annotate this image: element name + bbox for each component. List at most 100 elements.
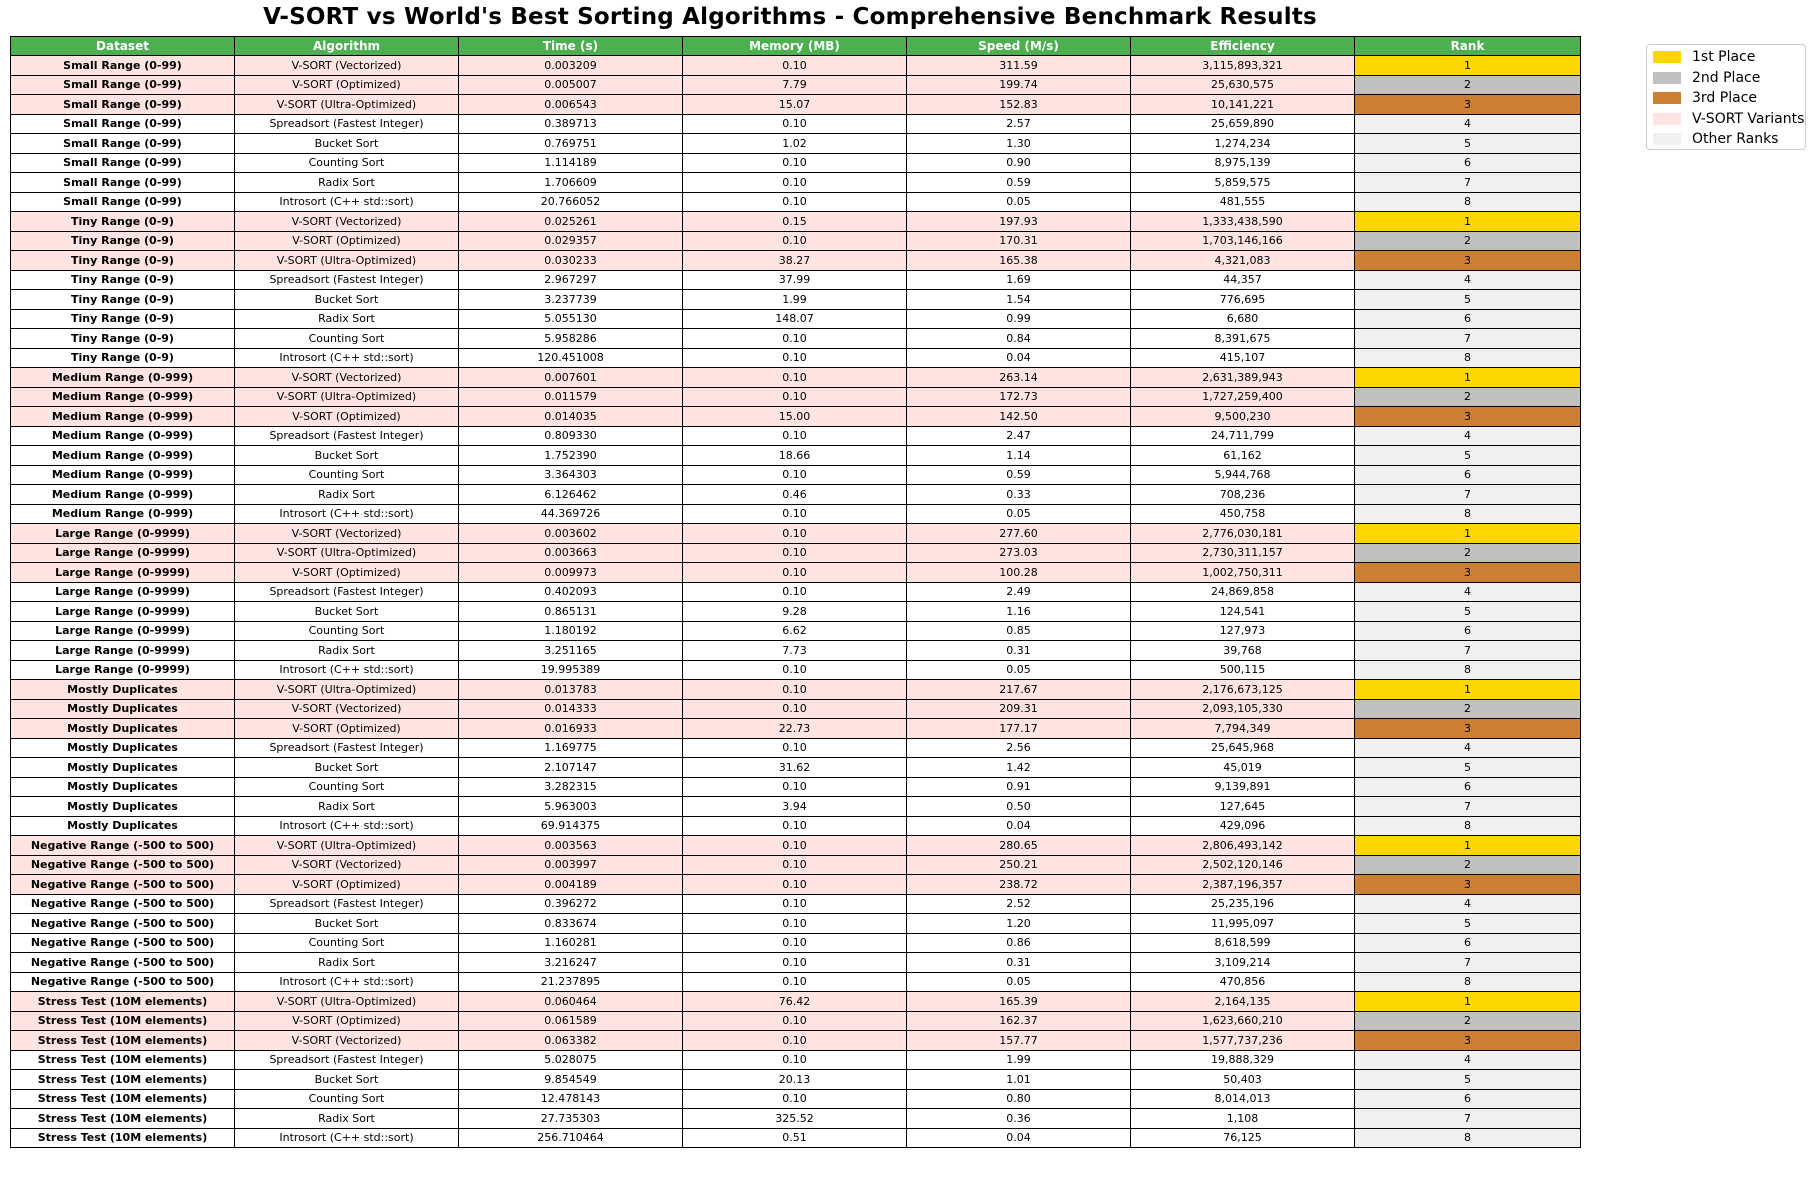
cell-rank: 4 <box>1354 737 1581 758</box>
header-dataset: Dataset <box>10 36 235 56</box>
cell-time: 0.389713 <box>458 113 683 134</box>
legend-label: 3rd Place <box>1692 90 1757 107</box>
cell-dataset: Medium Range (0-999) <box>10 445 235 466</box>
cell-speed: 273.03 <box>906 542 1131 563</box>
cell-efficiency: 19,888,329 <box>1130 1049 1355 1070</box>
cell-efficiency: 5,944,768 <box>1130 464 1355 485</box>
table-row: Tiny Range (0-9) Bucket Sort 3.237739 1.99 1… <box>10 289 1581 310</box>
cell-efficiency: 7,794,349 <box>1130 718 1355 739</box>
cell-rank: 5 <box>1354 289 1581 310</box>
table-row: Medium Range (0-999) Counting Sort 3.36430… <box>10 464 1581 485</box>
cell-rank: 1 <box>1354 367 1581 388</box>
cell-rank: 5 <box>1354 1069 1581 1090</box>
cell-dataset: Medium Range (0-999) <box>10 406 235 427</box>
cell-algorithm: Bucket Sort <box>234 913 459 934</box>
cell-dataset: Mostly Duplicates <box>10 679 235 700</box>
table-row: Stress Test (10M elements) V-SORT (Vector… <box>10 1030 1581 1051</box>
cell-algorithm: V-SORT (Ultra-Optimized) <box>234 542 459 563</box>
cell-time: 0.060464 <box>458 991 683 1012</box>
cell-time: 9.854549 <box>458 1069 683 1090</box>
cell-speed: 2.57 <box>906 113 1131 134</box>
table-row: Small Range (0-99) Counting Sort 1.114189 0… <box>10 152 1581 173</box>
cell-algorithm: V-SORT (Optimized) <box>234 406 459 427</box>
cell-algorithm: Counting Sort <box>234 620 459 641</box>
cell-dataset: Tiny Range (0-9) <box>10 328 235 349</box>
cell-time: 3.364303 <box>458 464 683 485</box>
table-row: Mostly Duplicates V-SORT (Ultra-Optimized… <box>10 679 1581 700</box>
cell-speed: 0.31 <box>906 640 1131 661</box>
cell-rank: 4 <box>1354 425 1581 446</box>
cell-memory: 0.10 <box>682 425 907 446</box>
cell-efficiency: 2,730,311,157 <box>1130 542 1355 563</box>
cell-efficiency: 124,541 <box>1130 601 1355 622</box>
table-row: Negative Range (-500 to 500) V-SORT (Ultr… <box>10 835 1581 856</box>
table-row: Small Range (0-99) V-SORT (Vectorized) 0.0… <box>10 55 1581 76</box>
cell-dataset: Negative Range (-500 to 500) <box>10 952 235 973</box>
cell-rank: 1 <box>1354 55 1581 76</box>
cell-speed: 162.37 <box>906 1010 1131 1031</box>
cell-dataset: Tiny Range (0-9) <box>10 230 235 251</box>
cell-time: 0.769751 <box>458 133 683 154</box>
table-row: Negative Range (-500 to 500) Spreadsort (… <box>10 893 1581 914</box>
cell-algorithm: Spreadsort (Fastest Integer) <box>234 581 459 602</box>
cell-speed: 165.39 <box>906 991 1131 1012</box>
cell-memory: 0.10 <box>682 230 907 251</box>
cell-time: 5.028075 <box>458 1049 683 1070</box>
table-row: Small Range (0-99) Radix Sort 1.706609 0.10… <box>10 172 1581 193</box>
cell-memory: 0.10 <box>682 659 907 680</box>
cell-efficiency: 25,645,968 <box>1130 737 1355 758</box>
cell-rank: 6 <box>1354 1088 1581 1109</box>
cell-speed: 1.01 <box>906 1069 1131 1090</box>
cell-dataset: Small Range (0-99) <box>10 152 235 173</box>
cell-memory: 6.62 <box>682 620 907 641</box>
cell-speed: 2.52 <box>906 893 1131 914</box>
cell-efficiency: 2,176,673,125 <box>1130 679 1355 700</box>
cell-dataset: Medium Range (0-999) <box>10 425 235 446</box>
cell-efficiency: 1,274,234 <box>1130 133 1355 154</box>
table-row: Medium Range (0-999) V-SORT (Ultra-Optimi… <box>10 386 1581 407</box>
cell-efficiency: 24,711,799 <box>1130 425 1355 446</box>
cell-speed: 0.04 <box>906 347 1131 368</box>
cell-time: 1.169775 <box>458 737 683 758</box>
cell-time: 2.107147 <box>458 757 683 778</box>
cell-time: 2.967297 <box>458 269 683 290</box>
cell-dataset: Negative Range (-500 to 500) <box>10 854 235 875</box>
cell-memory: 0.10 <box>682 932 907 953</box>
cell-dataset: Mostly Duplicates <box>10 757 235 778</box>
legend-item: V-SORT Variants <box>1647 109 1805 130</box>
cell-rank: 1 <box>1354 523 1581 544</box>
cell-time: 0.396272 <box>458 893 683 914</box>
cell-algorithm: Spreadsort (Fastest Integer) <box>234 425 459 446</box>
cell-rank: 2 <box>1354 1010 1581 1031</box>
cell-rank: 4 <box>1354 1049 1581 1070</box>
cell-speed: 0.85 <box>906 620 1131 641</box>
cell-memory: 0.10 <box>682 1088 907 1109</box>
cell-memory: 76.42 <box>682 991 907 1012</box>
cell-time: 0.025261 <box>458 211 683 232</box>
cell-time: 6.126462 <box>458 484 683 505</box>
table-row: Large Range (0-9999) Radix Sort 3.251165 7.… <box>10 640 1581 661</box>
table-row: Medium Range (0-999) Spreadsort (Fastest … <box>10 425 1581 446</box>
table-row: Mostly Duplicates Introsort (C++ std::sor… <box>10 815 1581 836</box>
cell-time: 1.180192 <box>458 620 683 641</box>
cell-rank: 8 <box>1354 347 1581 368</box>
cell-rank: 6 <box>1354 152 1581 173</box>
cell-memory: 0.10 <box>682 835 907 856</box>
cell-rank: 2 <box>1354 542 1581 563</box>
table-row: Large Range (0-9999) Introsort (C++ std::… <box>10 659 1581 680</box>
cell-time: 0.004189 <box>458 874 683 895</box>
cell-speed: 311.59 <box>906 55 1131 76</box>
cell-efficiency: 8,618,599 <box>1130 932 1355 953</box>
chart-title: V-SORT vs World's Best Sorting Algorithm… <box>263 4 1317 30</box>
cell-memory: 0.10 <box>682 328 907 349</box>
cell-dataset: Tiny Range (0-9) <box>10 269 235 290</box>
cell-dataset: Stress Test (10M elements) <box>10 1127 235 1148</box>
cell-time: 0.003563 <box>458 835 683 856</box>
cell-dataset: Stress Test (10M elements) <box>10 991 235 1012</box>
cell-algorithm: V-SORT (Optimized) <box>234 718 459 739</box>
cell-efficiency: 1,577,737,236 <box>1130 1030 1355 1051</box>
table-row: Negative Range (-500 to 500) V-SORT (Opti… <box>10 874 1581 895</box>
header-rank: Rank <box>1354 36 1581 56</box>
cell-algorithm: Radix Sort <box>234 952 459 973</box>
cell-speed: 0.80 <box>906 1088 1131 1109</box>
